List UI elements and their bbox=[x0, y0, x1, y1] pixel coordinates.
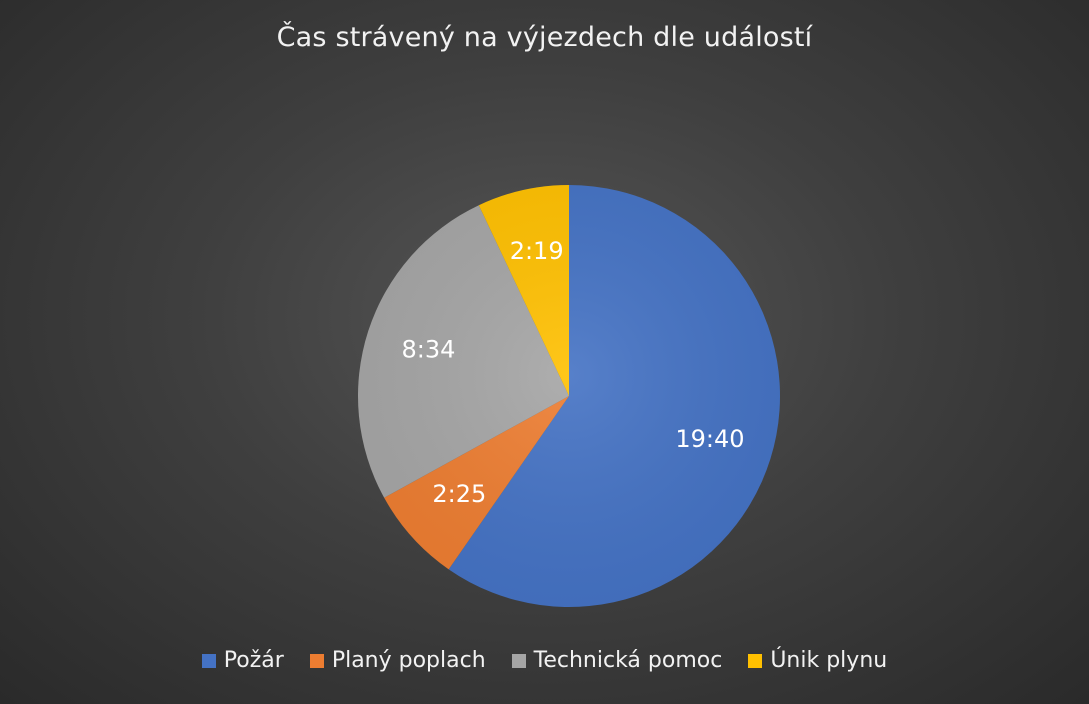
legend-label-3: Technická pomoc bbox=[533, 648, 723, 673]
legend-item-3: Technická pomoc bbox=[511, 648, 723, 673]
chart-title: Čas strávený na výjezdech dle událostí bbox=[276, 22, 813, 53]
slice-data-label-4: 2:19 bbox=[510, 237, 564, 265]
legend-swatch-2 bbox=[309, 653, 324, 668]
legend-label-4: Únik plynu bbox=[770, 648, 888, 673]
legend-swatch-4 bbox=[748, 653, 763, 668]
legend-item-1: Požár bbox=[201, 648, 284, 673]
slice-data-label-1: 19:40 bbox=[675, 425, 744, 453]
slice-data-label-3: 8:34 bbox=[402, 336, 456, 364]
legend: Požár Planý poplach Technická pomoc Únik pl… bbox=[0, 648, 1089, 673]
slice-data-label-2: 2:25 bbox=[432, 480, 486, 508]
legend-swatch-1 bbox=[201, 653, 216, 668]
legend-item-2: Planý poplach bbox=[309, 648, 486, 673]
legend-item-4: Únik plynu bbox=[748, 648, 887, 673]
legend-label-1: Požár bbox=[223, 648, 284, 673]
legend-swatch-3 bbox=[511, 653, 526, 668]
legend-label-2: Planý poplach bbox=[331, 648, 486, 673]
